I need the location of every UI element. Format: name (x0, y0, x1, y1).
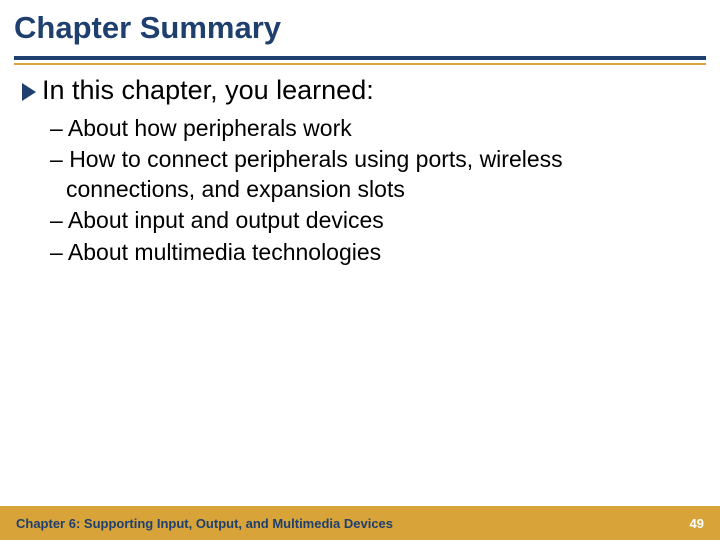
rule-group (0, 52, 720, 65)
footer-bar: Chapter 6: Supporting Input, Output, and… (0, 506, 720, 540)
slide-title: Chapter Summary (14, 10, 706, 46)
divider-thick (14, 56, 706, 60)
list-item: About multimedia technologies (50, 238, 698, 267)
page-number: 49 (690, 516, 704, 531)
list-item: About how peripherals work (50, 114, 698, 143)
footer-chapter-label: Chapter 6: Supporting Input, Output, and… (16, 516, 393, 531)
title-block: Chapter Summary (0, 0, 720, 52)
lead-line: In this chapter, you learned: (22, 75, 698, 106)
content-area: In this chapter, you learned: About how … (0, 65, 720, 506)
slide: Chapter Summary In this chapter, you lea… (0, 0, 720, 540)
lead-text: In this chapter, you learned: (42, 75, 374, 106)
list-item: How to connect peripherals using ports, … (50, 145, 698, 204)
arrow-bullet-icon (22, 83, 36, 101)
bullet-list: About how peripherals work How to connec… (22, 114, 698, 267)
list-item: About input and output devices (50, 206, 698, 235)
